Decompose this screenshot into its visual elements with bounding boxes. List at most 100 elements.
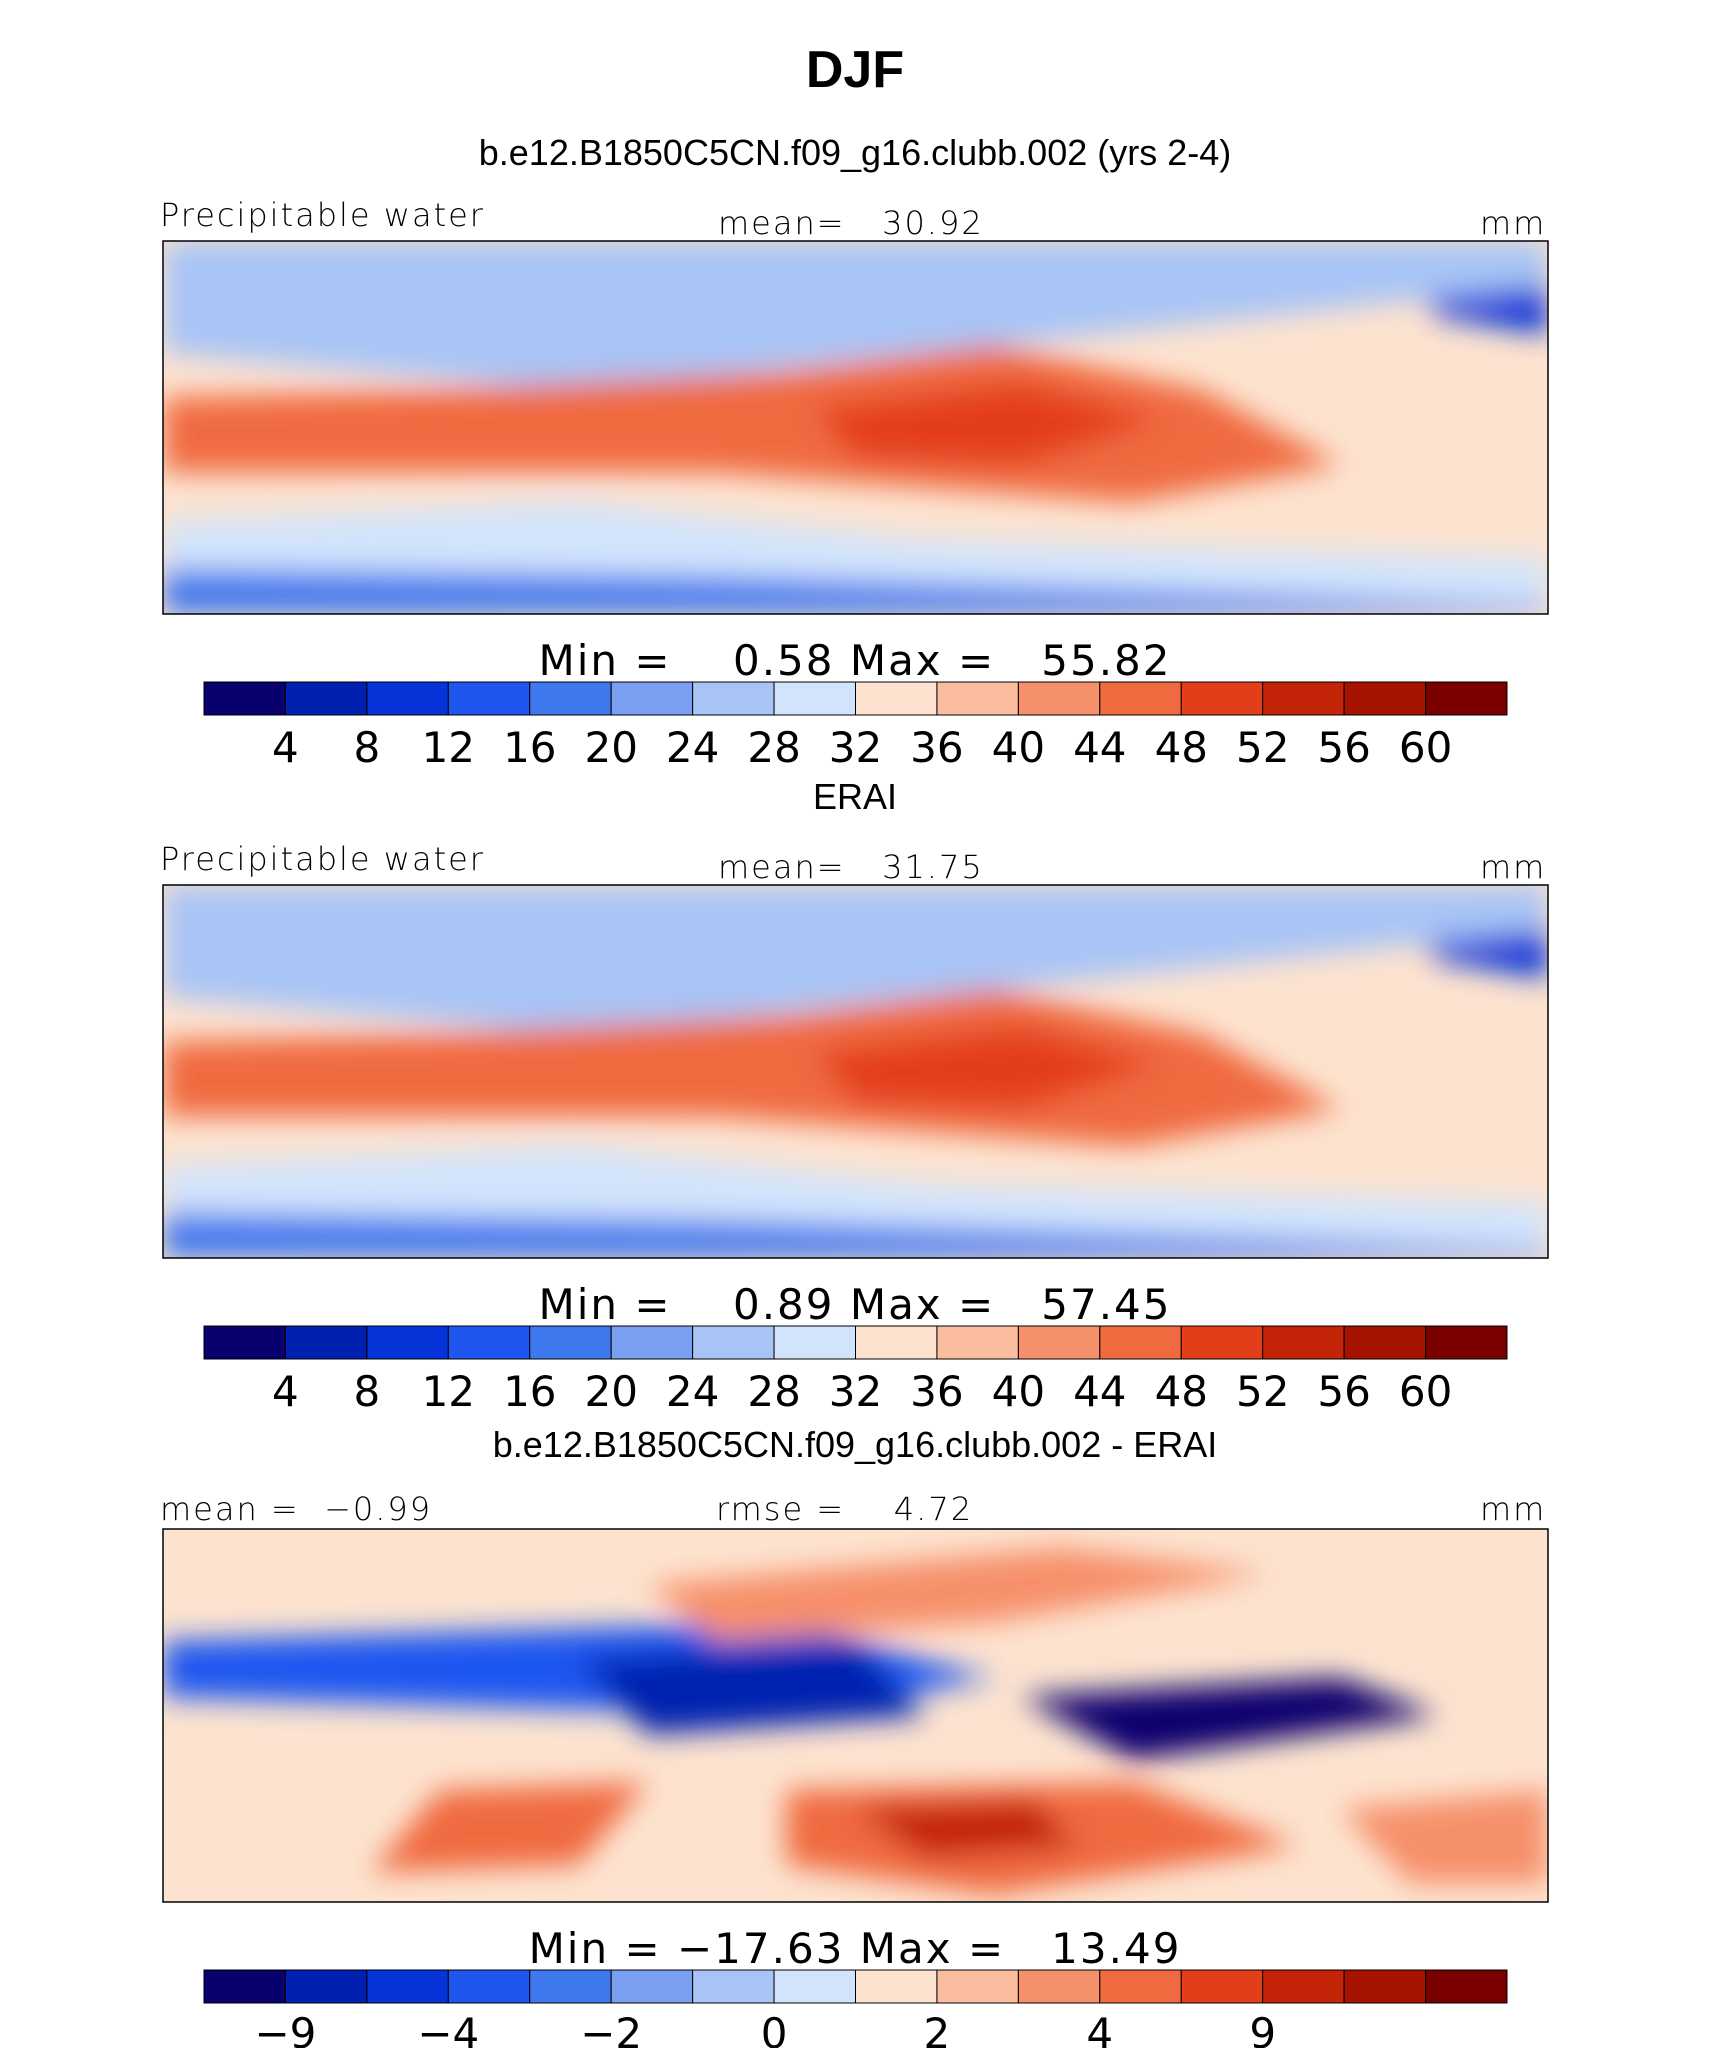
colorbar-tick-label: 56	[1317, 1367, 1370, 1416]
field-contour-region	[163, 885, 1548, 1035]
colorbar-tick-label: 28	[747, 1367, 800, 1416]
colorbar-box	[936, 1325, 1019, 1360]
colorbar-tick-label: 52	[1236, 723, 1289, 772]
map-frame	[162, 1528, 1549, 1903]
colorbar-box	[447, 681, 531, 716]
colorbar-box	[529, 1325, 612, 1360]
field-contour-region	[647, 1547, 1271, 1641]
colorbar-box	[855, 681, 938, 716]
colorbar-tick-label: −9	[254, 2009, 316, 2048]
map-frame	[162, 884, 1549, 1259]
panel-3-units: mm	[1480, 1490, 1547, 1528]
colorbar-box	[203, 681, 286, 716]
colorbar-box	[529, 1969, 612, 2004]
panel-3-minmax: Min = −17.63 Max = 13.49	[528, 1924, 1182, 1973]
colorbar-tick-label: 24	[666, 723, 719, 772]
colorbar-box	[203, 1325, 286, 1360]
colorbar-tick-label: 24	[666, 1367, 719, 1416]
colorbar-box	[1017, 1325, 1101, 1360]
panel-1-title: b.e12.B1850C5CN.f09_g16.clubb.002 (yrs 2…	[478, 132, 1232, 173]
panel-2-title: ERAI	[812, 776, 898, 817]
panel-1-variable-label: Precipitable water	[160, 196, 485, 234]
colorbar-box	[610, 681, 694, 716]
panel-3-mean-label: mean = −0.99	[160, 1490, 433, 1528]
colorbar-tick-label: 60	[1399, 723, 1452, 772]
colorbar-box	[1343, 681, 1427, 716]
panel-2-units: mm	[1480, 848, 1547, 886]
field-contour-region	[1340, 1790, 1548, 1884]
colorbar-box	[284, 1969, 368, 2004]
colorbar-box	[773, 1325, 856, 1360]
colorbar-box	[1099, 1325, 1182, 1360]
colorbar-tick-label: 28	[747, 723, 800, 772]
map-panel-3	[163, 1529, 1548, 1902]
colorbar-tick-label: 9	[1249, 2009, 1276, 2048]
colorbar-box	[1343, 1325, 1427, 1360]
colorbar-box	[1180, 1969, 1264, 2004]
field-contour-region	[370, 1782, 648, 1873]
colorbar-box	[855, 1969, 938, 2004]
colorbar-box	[284, 1325, 368, 1360]
colorbar-box	[1262, 681, 1345, 716]
colorbar-tick-label: 4	[272, 1367, 299, 1416]
colorbar-tick-label: 44	[1073, 1367, 1126, 1416]
colorbar-box	[610, 1325, 694, 1360]
figure-title: DJF	[805, 41, 905, 99]
colorbar-tick-label: 4	[272, 723, 299, 772]
panel-1-minmax: Min = 0.58 Max = 55.82	[538, 636, 1172, 685]
colorbar-tick-label: 48	[1155, 723, 1208, 772]
colorbar-box	[1425, 681, 1508, 716]
colorbar-tick-label: 36	[910, 1367, 963, 1416]
colorbar-tick-label: 12	[422, 1367, 475, 1416]
colorbar-tick-label: 52	[1236, 1367, 1289, 1416]
colorbar-tick-label: 32	[829, 723, 882, 772]
field-contour-region	[855, 1801, 1078, 1858]
colorbar-tick-label: 16	[503, 723, 556, 772]
field-contour-region	[578, 1640, 925, 1735]
colorbar-box	[855, 1325, 938, 1360]
colorbar-box	[1425, 1325, 1508, 1360]
colorbar-tick-label: 32	[829, 1367, 882, 1416]
colorbar-box	[366, 1969, 449, 2004]
colorbar-box	[1262, 1325, 1345, 1360]
colorbar-1: 4 8 12 16 20 24 28 32 36 40 44 48 52 56 60	[203, 681, 1508, 772]
colorbar-2: 4 8 12 16 20 24 28 32 36 40 44 48 52 56 60	[203, 1325, 1508, 1416]
colorbar-box	[284, 681, 368, 716]
colorbar-tick-label: 12	[422, 723, 475, 772]
colorbar-box	[936, 681, 1019, 716]
colorbar-tick-label: 40	[992, 1367, 1045, 1416]
colorbar-box	[692, 1325, 775, 1360]
colorbar-box	[1425, 1969, 1508, 2004]
colorbar-tick-label: 36	[910, 723, 963, 772]
colorbar-tick-label: 8	[354, 723, 381, 772]
colorbar-box	[366, 1325, 449, 1360]
colorbar-box	[1343, 1969, 1427, 2004]
map-panel-1	[163, 241, 1548, 614]
colorbar-tick-label: 48	[1155, 1367, 1208, 1416]
colorbar-box	[1017, 681, 1101, 716]
colorbar-box	[366, 681, 449, 716]
panel-2-minmax: Min = 0.89 Max = 57.45	[538, 1280, 1172, 1329]
colorbar-tick-label: 16	[503, 1367, 556, 1416]
colorbar-tick-label: −2	[580, 2009, 642, 2048]
colorbar-box	[1017, 1969, 1101, 2004]
field-contour-region	[813, 1026, 1161, 1109]
field-contour-region	[163, 241, 1548, 391]
colorbar-box	[692, 1969, 775, 2004]
colorbar-box	[610, 1969, 694, 2004]
colorbar-box	[447, 1325, 531, 1360]
panel-3-rmse-label: rmse = 4.72	[716, 1490, 974, 1528]
colorbar-box	[447, 1969, 531, 2004]
panel-3-title: b.e12.B1850C5CN.f09_g16.clubb.002 - ERAI	[492, 1424, 1218, 1465]
colorbar-box	[1262, 1969, 1345, 2004]
field-contour-region	[163, 569, 1548, 614]
colorbar-box	[936, 1969, 1019, 2004]
colorbar-tick-label: 20	[584, 1367, 637, 1416]
field-contour-region	[1021, 1678, 1438, 1761]
colorbar-box	[1180, 681, 1264, 716]
colorbar-box	[529, 681, 612, 716]
field-contour-region	[163, 989, 1341, 1147]
map-frame	[162, 240, 1549, 615]
colorbar-tick-label: 20	[584, 723, 637, 772]
